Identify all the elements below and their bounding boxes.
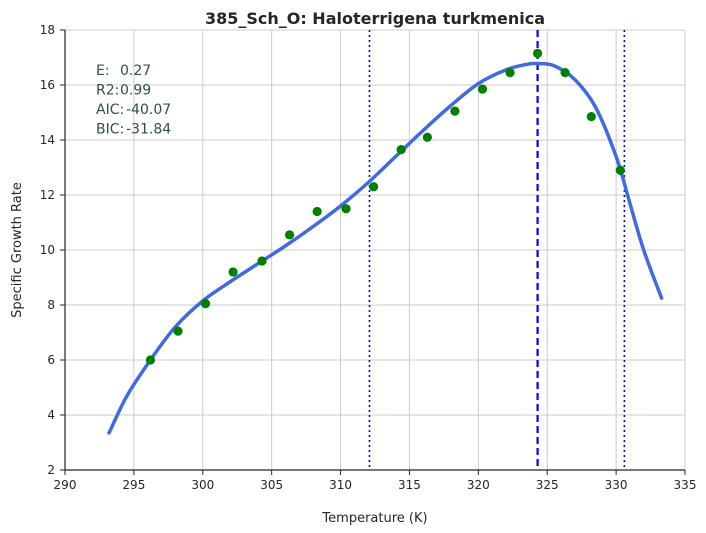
y-axis-title: Specific Growth Rate [10, 182, 25, 318]
x-tick-label-330: 330 [605, 478, 628, 492]
stat-label-1: R2: [96, 83, 119, 99]
stat-value-1: 0.99 [120, 83, 151, 99]
x-axis-title: Temperature (K) [321, 511, 427, 526]
y-tick-label-2: 2 [47, 463, 55, 477]
stat-label-2: AIC: [96, 102, 124, 118]
fit-curve [107, 61, 664, 435]
data-point-15 [560, 68, 570, 78]
data-point-1 [173, 326, 183, 336]
y-tick-label-12: 12 [40, 188, 55, 202]
fit-curve-group [107, 61, 664, 435]
x-tick-label-295: 295 [122, 478, 145, 492]
data-points [145, 48, 625, 365]
data-point-13 [505, 68, 515, 78]
tick-labels: 290 295 300 305 310 315 320 325 330 335 2 4 6 8 10 12 14… [40, 23, 697, 492]
data-point-16 [586, 112, 596, 122]
chart-title: 385_Sch_O: Haloterrigena turkmenica [205, 9, 545, 28]
reference-lines [368, 30, 626, 470]
axes [60, 29, 686, 475]
stat-value-2: -40.07 [126, 102, 171, 118]
stat-label-0: E: [96, 63, 110, 79]
data-point-4 [257, 256, 267, 266]
data-point-14 [532, 48, 543, 58]
stat-value-0: 0.27 [120, 63, 151, 79]
stat-value-3: -31.84 [126, 122, 171, 138]
data-point-2 [200, 299, 211, 309]
x-tick-label-325: 325 [536, 478, 559, 492]
y-tick-label-8: 8 [47, 298, 55, 312]
x-tick-label-300: 300 [191, 478, 214, 492]
data-point-12 [477, 84, 488, 94]
data-point-11 [450, 106, 460, 116]
stat-label-3: BIC: [96, 122, 124, 138]
data-point-7 [341, 204, 351, 214]
data-point-9 [396, 145, 406, 155]
y-tick-label-16: 16 [40, 78, 55, 92]
data-point-5 [284, 230, 295, 240]
y-tick-label-10: 10 [40, 243, 55, 257]
data-point-17 [615, 165, 625, 175]
data-point-3 [228, 267, 238, 277]
y-tick-label-6: 6 [47, 353, 55, 367]
x-tick-label-320: 320 [467, 478, 490, 492]
data-point-6 [312, 206, 322, 217]
x-tick-label-290: 290 [54, 478, 77, 492]
x-tick-label-335: 335 [674, 478, 697, 492]
x-tick-label-315: 315 [398, 478, 421, 492]
y-tick-label-18: 18 [40, 23, 55, 37]
x-tick-label-310: 310 [329, 478, 352, 492]
y-tick-label-14: 14 [40, 133, 55, 147]
data-point-8 [369, 182, 379, 192]
grid [65, 29, 686, 470]
y-tick-label-4: 4 [47, 408, 55, 422]
data-point-10 [422, 132, 432, 142]
data-point-0 [145, 355, 156, 365]
x-tick-label-305: 305 [260, 478, 283, 492]
